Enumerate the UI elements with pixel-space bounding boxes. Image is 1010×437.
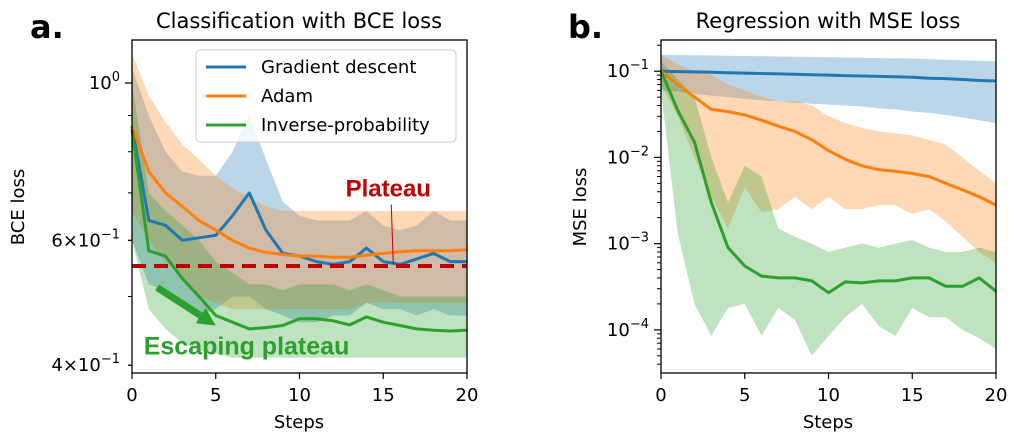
legend-adam-label: Adam (261, 86, 313, 107)
line-adam (660, 70, 997, 207)
y-tick-label: 100 (89, 70, 120, 94)
y-tick-label: 10−3 (607, 231, 649, 255)
panel-b-title: Regression with MSE loss (696, 9, 961, 33)
x-tick-label: 20 (985, 385, 1008, 406)
panel-b-xlabel: Steps (803, 412, 853, 433)
x-tick-label: 5 (739, 385, 750, 406)
y-tick-label: 6×10−1 (51, 227, 120, 251)
x-tick-label: 10 (817, 385, 840, 406)
line-adam (130, 125, 468, 259)
y-tick-label: 10−2 (607, 144, 649, 168)
x-tick-label: 0 (655, 385, 666, 406)
panel-a-bands (132, 53, 467, 358)
band-gradient-descent (132, 68, 467, 323)
escaping-plateau-label: Escaping plateau (144, 333, 350, 361)
legend-ip-label: Inverse-probability (261, 115, 430, 136)
y-tick-label: 10−4 (607, 317, 649, 341)
x-tick-label: 15 (372, 385, 395, 406)
panel-a-ylabel: BCE loss (8, 169, 29, 245)
plateau-arrow (390, 204, 394, 265)
y-tick-label: 4×10−1 (51, 352, 120, 376)
x-tick-label: 10 (288, 385, 311, 406)
band-adam (132, 53, 467, 310)
panel-a-axes: 0 5 10 15 20 100 6×10−1 4×10−1 (51, 70, 478, 406)
panel-a-lines (130, 125, 468, 333)
panel-b: b. Regression with MSE loss 0 5 10 15 20 10−1… (568, 8, 1007, 433)
x-tick-label: 5 (210, 385, 221, 406)
escape-arrow-head (195, 308, 216, 326)
x-tick-label: 15 (901, 385, 924, 406)
x-tick-label: 20 (456, 385, 479, 406)
panel-a-title: Classification with BCE loss (156, 9, 442, 33)
y-tick-label: 10−1 (607, 58, 649, 82)
panel-b-lines (659, 69, 997, 295)
line-inverse-probability (659, 70, 997, 295)
panel-a-xlabel: Steps (274, 412, 324, 433)
panel-b-ylabel: MSE loss (570, 168, 591, 247)
panel-a-legend: Gradient descent Adam Inverse-probabilit… (195, 49, 457, 143)
x-tick-label: 0 (126, 385, 137, 406)
legend-box (195, 49, 457, 143)
panel-a-frame (131, 39, 468, 374)
panel-a-annotations: Plateau Escaping plateau (144, 176, 431, 361)
band-adam (661, 54, 996, 263)
panel-b-axes: 0 5 10 15 20 10−1 10−2 10−3 10−4 (607, 44, 1008, 406)
line-gradient-descent (660, 69, 997, 83)
panel-a: a. Classification with BCE loss Plateau … (8, 8, 478, 433)
plateau-label: Plateau (346, 176, 431, 203)
escape-arrow-shaft (155, 284, 203, 319)
line-inverse-probability (130, 129, 468, 333)
panel-b-frame (660, 39, 997, 374)
panel-b-letter: b. (568, 8, 603, 46)
band-inverse-probability (132, 83, 467, 358)
band-inverse-probability (661, 61, 996, 356)
panel-a-letter: a. (30, 8, 64, 46)
legend-gd-label: Gradient descent (261, 57, 416, 78)
